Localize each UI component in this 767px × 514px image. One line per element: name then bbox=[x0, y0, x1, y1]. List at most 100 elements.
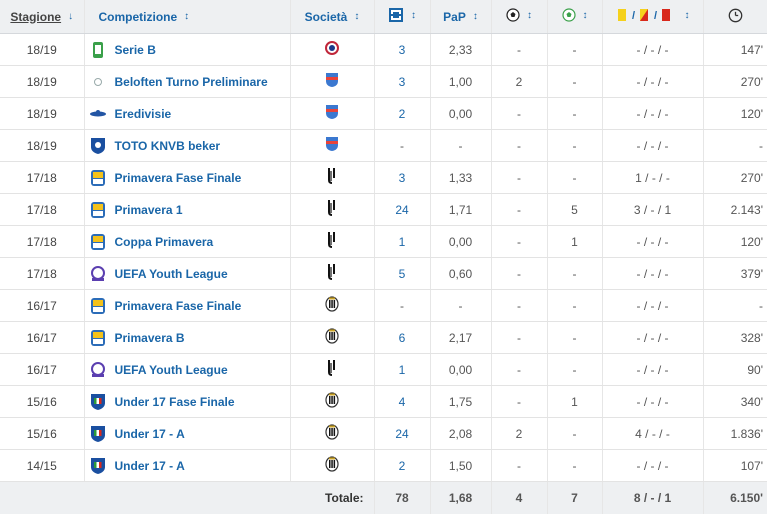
juventus-crest-icon[interactable] bbox=[326, 174, 338, 188]
competition-link[interactable]: Primavera Fase Finale bbox=[115, 299, 242, 313]
juventus-crest-icon[interactable] bbox=[326, 270, 338, 284]
competition-cell[interactable]: Beloften Turno Preliminare bbox=[84, 66, 290, 98]
competition-link[interactable]: Beloften Turno Preliminare bbox=[115, 75, 268, 89]
club-cell[interactable] bbox=[290, 66, 374, 98]
competition-cell[interactable]: UEFA Youth League bbox=[84, 354, 290, 386]
club-cell[interactable] bbox=[290, 226, 374, 258]
apps-cell[interactable]: 6 bbox=[374, 322, 430, 354]
club-cell[interactable] bbox=[290, 450, 374, 482]
header-club-label[interactable]: Società bbox=[305, 10, 348, 24]
sort-toggle-icon[interactable]: ↕ bbox=[184, 11, 189, 22]
juventus-old-crest-icon[interactable] bbox=[325, 397, 339, 411]
sort-toggle-icon[interactable]: ↕ bbox=[685, 10, 690, 21]
competition-link[interactable]: Under 17 Fase Finale bbox=[115, 395, 235, 409]
minutes-cell: 1.836' bbox=[703, 418, 767, 450]
competition-cell[interactable]: TOTO KNVB beker bbox=[84, 130, 290, 162]
header-pap[interactable]: PaP ↕ bbox=[430, 0, 491, 34]
competition-cell[interactable]: Coppa Primavera bbox=[84, 226, 290, 258]
competition-cell[interactable]: Primavera Fase Finale bbox=[84, 162, 290, 194]
header-competition-label[interactable]: Competizione bbox=[99, 10, 178, 24]
competition-cell[interactable]: Primavera B bbox=[84, 322, 290, 354]
competition-cell[interactable]: Primavera Fase Finale bbox=[84, 290, 290, 322]
club-cell[interactable] bbox=[290, 418, 374, 450]
sort-down-icon[interactable]: ↓ bbox=[68, 11, 73, 22]
header-cards[interactable]: / / ↕ bbox=[602, 0, 703, 34]
club-cell[interactable] bbox=[290, 194, 374, 226]
club-cell[interactable] bbox=[290, 98, 374, 130]
competition-cell[interactable]: Under 17 Fase Finale bbox=[84, 386, 290, 418]
header-competition[interactable]: Competizione ↕ bbox=[84, 0, 290, 34]
juventus-crest-icon[interactable] bbox=[326, 238, 338, 252]
juventus-old-crest-icon[interactable] bbox=[325, 429, 339, 443]
sort-toggle-icon[interactable]: ↕ bbox=[354, 11, 359, 22]
juventus-old-crest-icon[interactable] bbox=[325, 333, 339, 347]
apps-cell[interactable]: 1 bbox=[374, 226, 430, 258]
competition-link[interactable]: Primavera Fase Finale bbox=[115, 171, 242, 185]
apps-cell[interactable]: 24 bbox=[374, 418, 430, 450]
minutes-cell: 147' bbox=[703, 34, 767, 66]
apps-cell[interactable]: 24 bbox=[374, 194, 430, 226]
competition-cell[interactable]: Eredivisie bbox=[84, 98, 290, 130]
competition-link[interactable]: Serie B bbox=[115, 43, 156, 57]
zwolle-crest-icon[interactable] bbox=[325, 141, 339, 155]
pap-cell: 1,50 bbox=[430, 450, 491, 482]
competition-link[interactable]: Under 17 - A bbox=[115, 427, 185, 441]
competition-cell[interactable]: Primavera 1 bbox=[84, 194, 290, 226]
header-pap-label[interactable]: PaP bbox=[443, 10, 466, 24]
club-cell[interactable] bbox=[290, 290, 374, 322]
apps-cell[interactable]: 4 bbox=[374, 386, 430, 418]
juventus-old-crest-icon[interactable] bbox=[325, 461, 339, 475]
competition-link[interactable]: Eredivisie bbox=[115, 107, 172, 121]
sort-toggle-icon[interactable]: ↕ bbox=[583, 10, 588, 21]
competition-link[interactable]: Primavera B bbox=[115, 331, 185, 345]
pap-cell: 2,08 bbox=[430, 418, 491, 450]
competition-link[interactable]: Coppa Primavera bbox=[115, 235, 214, 249]
competition-cell[interactable]: Under 17 - A bbox=[84, 418, 290, 450]
crotone-crest-icon[interactable] bbox=[325, 45, 339, 59]
header-goals[interactable]: ↕ bbox=[491, 0, 547, 34]
apps-cell[interactable]: 5 bbox=[374, 258, 430, 290]
sort-toggle-icon[interactable]: ↕ bbox=[527, 10, 532, 21]
apps-cell[interactable]: 3 bbox=[374, 34, 430, 66]
sort-toggle-icon[interactable]: ↕ bbox=[411, 10, 416, 21]
apps-cell[interactable]: 2 bbox=[374, 450, 430, 482]
competition-link[interactable]: UEFA Youth League bbox=[115, 363, 228, 377]
zwolle-crest-icon[interactable] bbox=[325, 77, 339, 91]
pap-cell: - bbox=[430, 130, 491, 162]
apps-cell[interactable]: 2 bbox=[374, 98, 430, 130]
club-cell[interactable] bbox=[290, 322, 374, 354]
header-assists[interactable]: ↕ bbox=[547, 0, 602, 34]
zwolle-crest-icon[interactable] bbox=[325, 109, 339, 123]
competition-cell[interactable]: UEFA Youth League bbox=[84, 258, 290, 290]
goals-cell: - bbox=[491, 258, 547, 290]
club-cell[interactable] bbox=[290, 386, 374, 418]
apps-cell[interactable]: 1 bbox=[374, 354, 430, 386]
juventus-old-crest-icon[interactable] bbox=[325, 301, 339, 315]
header-season-label[interactable]: Stagione bbox=[10, 10, 61, 24]
header-minutes[interactable] bbox=[703, 0, 767, 34]
sort-toggle-icon[interactable]: ↕ bbox=[473, 11, 478, 22]
club-cell[interactable] bbox=[290, 162, 374, 194]
header-season[interactable]: Stagione ↓ bbox=[0, 0, 84, 34]
competition-link[interactable]: Under 17 - A bbox=[115, 459, 185, 473]
club-cell[interactable] bbox=[290, 34, 374, 66]
competition-cell[interactable]: Under 17 - A bbox=[84, 450, 290, 482]
competition-link[interactable]: UEFA Youth League bbox=[115, 267, 228, 281]
juventus-crest-icon[interactable] bbox=[326, 206, 338, 220]
cards-cell: - / - / - bbox=[602, 450, 703, 482]
competition-link[interactable]: Primavera 1 bbox=[115, 203, 183, 217]
club-cell[interactable] bbox=[290, 354, 374, 386]
header-appearances[interactable]: ↕ bbox=[374, 0, 430, 34]
club-cell[interactable] bbox=[290, 130, 374, 162]
competition-cell[interactable]: Serie B bbox=[84, 34, 290, 66]
pap-cell: 0,00 bbox=[430, 226, 491, 258]
juventus-crest-icon[interactable] bbox=[326, 366, 338, 380]
apps-cell: - bbox=[374, 290, 430, 322]
apps-cell[interactable]: 3 bbox=[374, 162, 430, 194]
competition-link[interactable]: TOTO KNVB beker bbox=[115, 139, 221, 153]
header-club[interactable]: Società ↕ bbox=[290, 0, 374, 34]
assists-cell: - bbox=[547, 34, 602, 66]
apps-cell[interactable]: 3 bbox=[374, 66, 430, 98]
club-cell[interactable] bbox=[290, 258, 374, 290]
